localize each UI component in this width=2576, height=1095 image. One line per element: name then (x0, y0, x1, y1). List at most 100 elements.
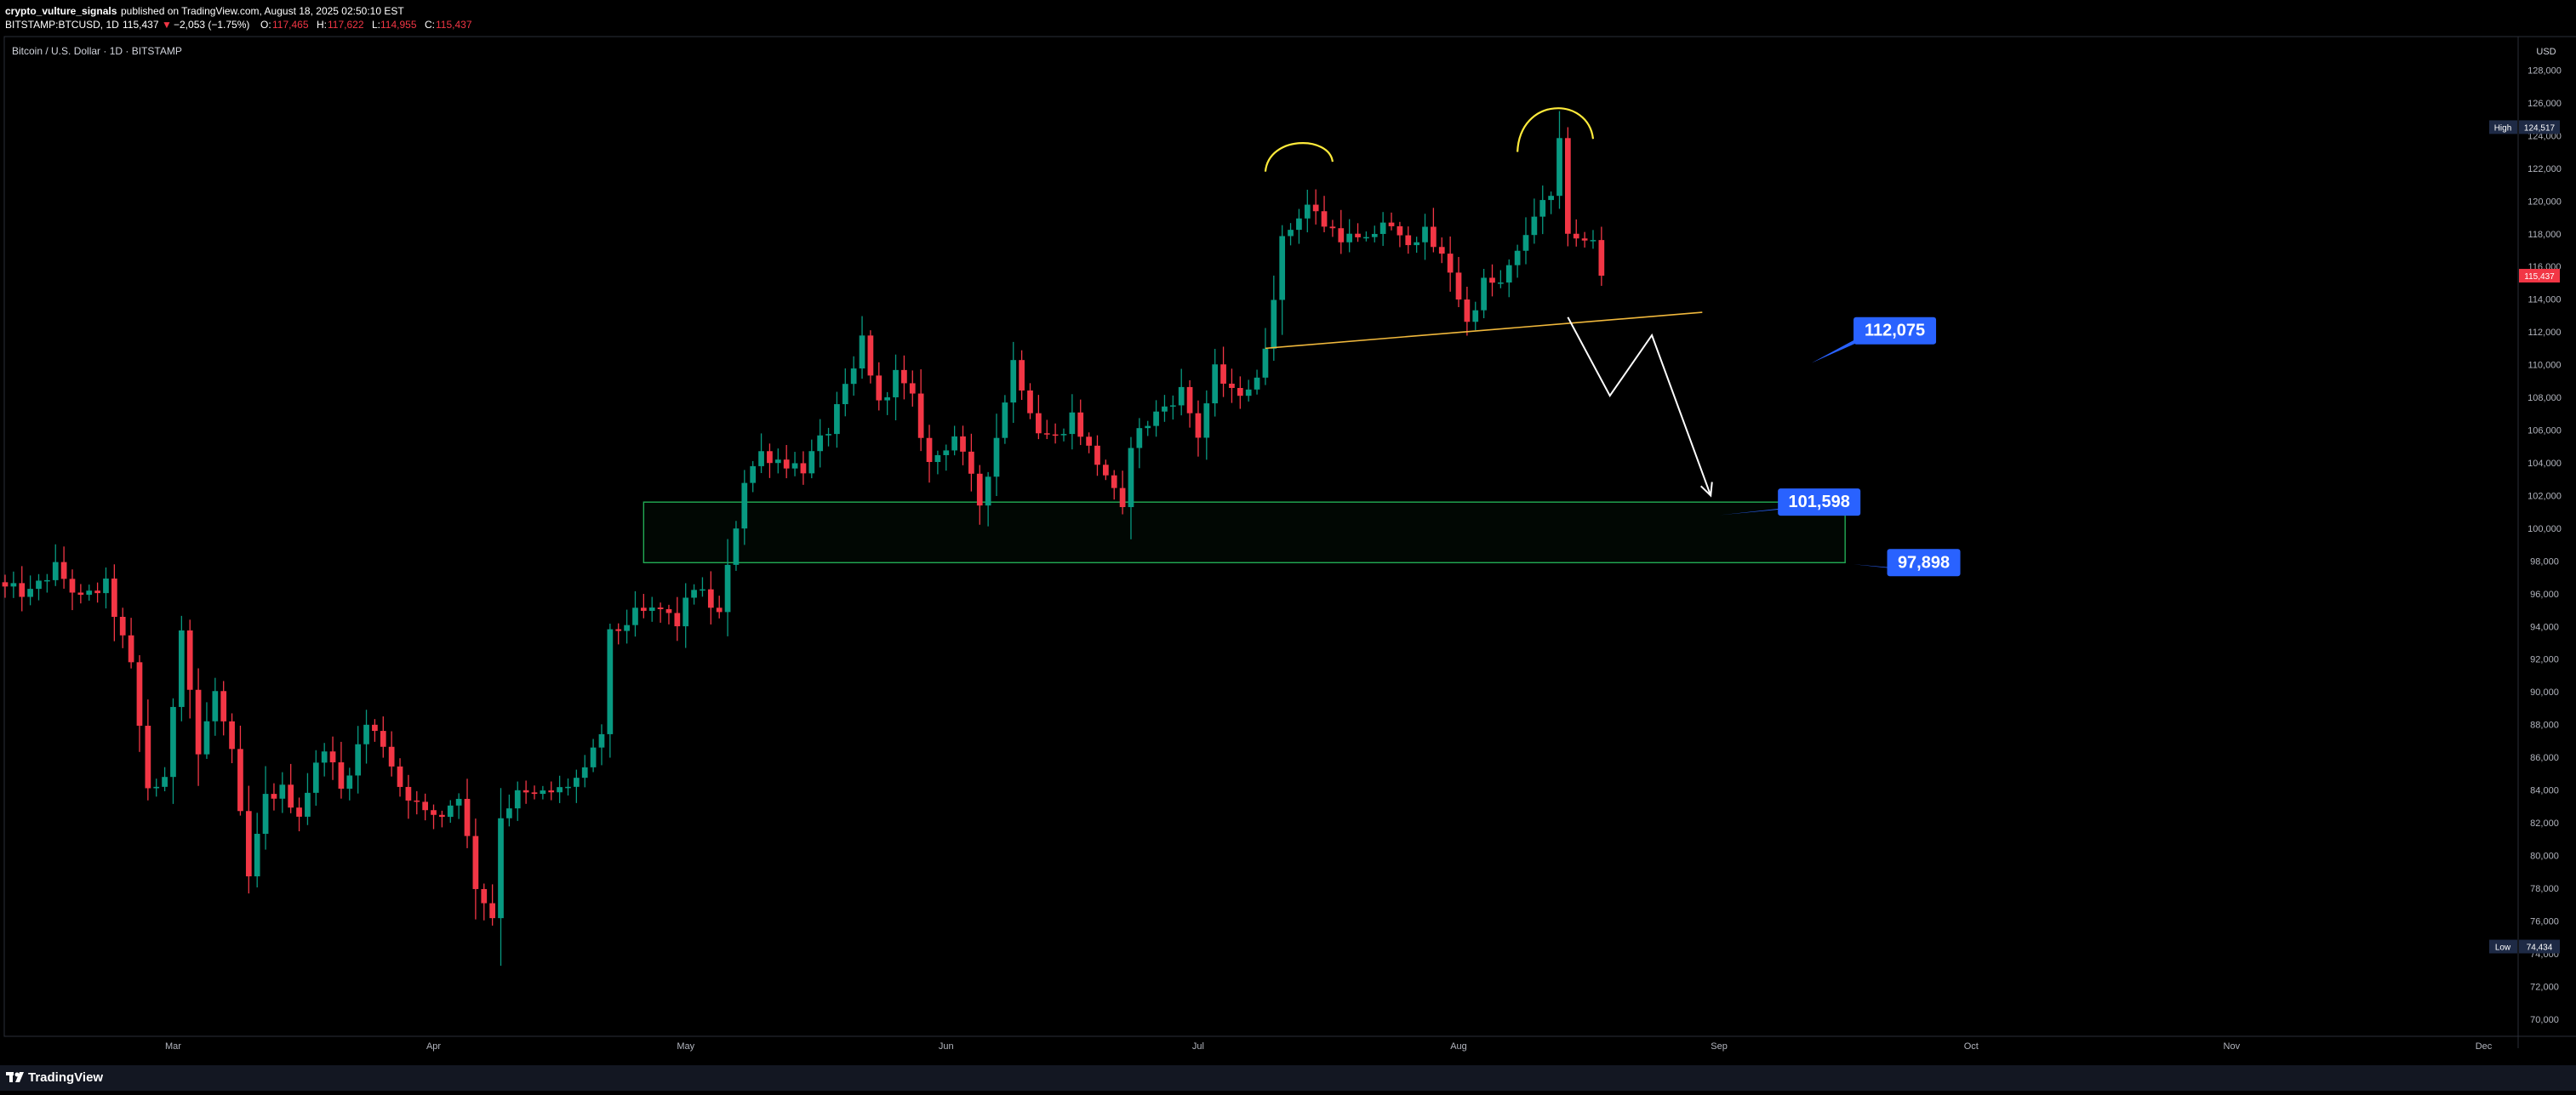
candle-body[interactable] (581, 767, 588, 778)
candle-body[interactable] (1145, 425, 1151, 429)
candle-body[interactable] (271, 794, 277, 799)
candle-body[interactable] (329, 751, 336, 762)
candle-body[interactable] (69, 579, 76, 593)
candle-body[interactable] (498, 818, 504, 919)
candle-body[interactable] (1153, 411, 1159, 426)
candle-body[interactable] (288, 784, 294, 808)
candle-body[interactable] (1539, 200, 1546, 217)
currency-label[interactable]: USD (2536, 47, 2556, 57)
candle-body[interactable] (36, 580, 42, 590)
candle-body[interactable] (1464, 299, 1471, 322)
candle-body[interactable] (665, 608, 672, 613)
candle-body[interactable] (10, 583, 17, 587)
price-label-box[interactable] (1778, 488, 1861, 516)
candle-body[interactable] (262, 794, 269, 835)
price-label-box[interactable] (1853, 317, 1937, 345)
candle-body[interactable] (774, 459, 781, 464)
candle-body[interactable] (590, 747, 597, 767)
candle-body[interactable] (305, 792, 311, 817)
candle-body[interactable] (1371, 233, 1378, 237)
candle-body[interactable] (1178, 386, 1185, 406)
candle-body[interactable] (674, 613, 681, 627)
candle-body[interactable] (1414, 242, 1420, 246)
candle-body[interactable] (951, 436, 957, 451)
candle-body[interactable] (1102, 465, 1109, 476)
candle-body[interactable] (1220, 364, 1226, 384)
candle-body[interactable] (1548, 196, 1554, 201)
demand-zone-box[interactable] (643, 501, 1846, 564)
candle-body[interactable] (1060, 434, 1067, 436)
candle-body[interactable] (431, 810, 437, 815)
candle-body[interactable] (1002, 402, 1008, 438)
candle-body[interactable] (86, 590, 93, 596)
candle-body[interactable] (1321, 211, 1328, 227)
candle-body[interactable] (1590, 240, 1596, 242)
candle-body[interactable] (186, 630, 193, 690)
candle-body[interactable] (1262, 348, 1269, 378)
candle-body[interactable] (1514, 250, 1521, 265)
candle-body[interactable] (1195, 413, 1202, 438)
candle-body[interactable] (917, 393, 924, 438)
candle-body[interactable] (60, 562, 67, 579)
candle-body[interactable] (489, 903, 495, 919)
candle-body[interactable] (237, 749, 243, 812)
candle-body[interactable] (758, 451, 764, 466)
candle-body[interactable] (1237, 387, 1243, 396)
candle-body[interactable] (733, 528, 740, 565)
candle-body[interactable] (245, 811, 252, 876)
candle-body[interactable] (1498, 282, 1504, 284)
candle-body[interactable] (834, 404, 840, 435)
candle-body[interactable] (876, 375, 882, 401)
neckline-trendline[interactable] (1265, 311, 1703, 350)
time-axis[interactable]: Mar Apr May Jun Jul Aug Sep Oct Nov Dec (165, 1041, 2493, 1052)
candle-body[interactable] (648, 607, 655, 611)
candle-body[interactable] (514, 790, 521, 809)
candle-body[interactable] (1203, 403, 1210, 438)
candle-body[interactable] (1128, 448, 1134, 508)
candle-body[interactable] (707, 589, 714, 608)
candle-body[interactable] (312, 762, 319, 793)
candle-body[interactable] (1581, 238, 1588, 241)
candle-body[interactable] (1052, 434, 1059, 436)
peak-arc[interactable] (1516, 107, 1595, 152)
candle-body[interactable] (565, 786, 571, 789)
candle-body[interactable] (825, 434, 831, 436)
candle-body[interactable] (220, 691, 227, 721)
candle-body[interactable] (1505, 265, 1512, 283)
candle-body[interactable] (1279, 236, 1286, 300)
candle-body[interactable] (624, 624, 630, 631)
candle-body[interactable] (683, 597, 689, 627)
candle-body[interactable] (1229, 383, 1235, 388)
candle-body[interactable] (943, 450, 950, 455)
candle-body[interactable] (170, 706, 176, 778)
candle-body[interactable] (901, 369, 907, 384)
candle-body[interactable] (1254, 377, 1260, 390)
candle-body[interactable] (598, 733, 605, 748)
candle-body[interactable] (380, 731, 386, 747)
candle-body[interactable] (767, 451, 773, 464)
candle-body[interactable] (615, 629, 622, 631)
candle-body[interactable] (691, 590, 697, 598)
candle-body[interactable] (783, 459, 790, 469)
candle-body[interactable] (1111, 475, 1117, 488)
candle-body[interactable] (2, 582, 9, 587)
candle-body[interactable] (850, 368, 857, 385)
candle-body[interactable] (153, 786, 160, 789)
candle-body[interactable] (1043, 433, 1050, 435)
candle-body[interactable] (968, 451, 974, 474)
candle-body[interactable] (1522, 235, 1529, 251)
candle-body[interactable] (1136, 428, 1143, 448)
candle-body[interactable] (447, 805, 454, 818)
candle-body[interactable] (1363, 237, 1369, 239)
candle-body[interactable] (1312, 204, 1319, 212)
candle-body[interactable] (229, 721, 235, 750)
candle-body[interactable] (212, 691, 219, 721)
candle-body[interactable] (1086, 436, 1092, 446)
candle-body[interactable] (254, 834, 260, 876)
candle-body[interactable] (1422, 226, 1428, 242)
candle-body[interactable] (1019, 360, 1025, 391)
candle-body[interactable] (867, 335, 874, 376)
candle-body[interactable] (346, 775, 353, 789)
candle-body[interactable] (195, 689, 202, 755)
